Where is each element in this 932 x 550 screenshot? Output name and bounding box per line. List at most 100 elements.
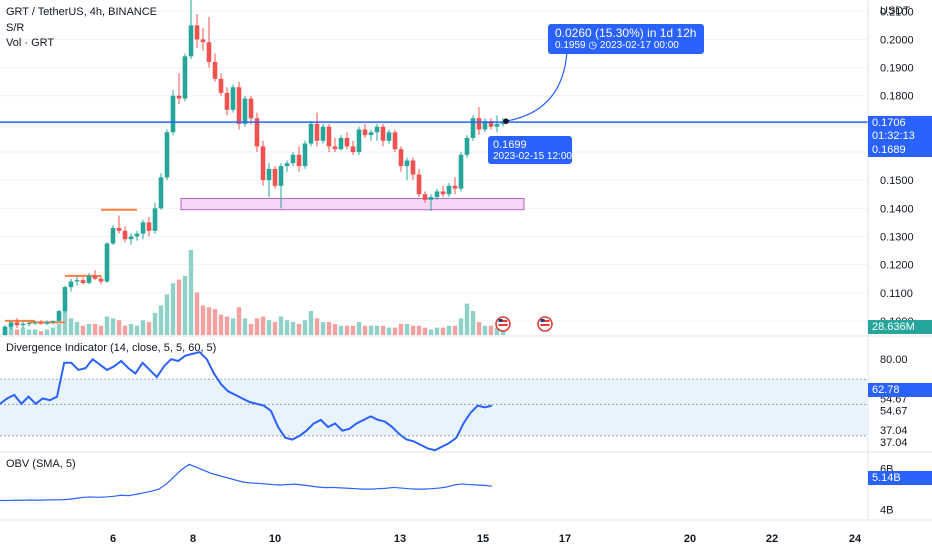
volume-bar <box>434 327 440 335</box>
time-axis-tick: 20 <box>684 533 696 545</box>
candle-body <box>26 323 32 325</box>
volume-bar <box>86 323 92 335</box>
volume-bar <box>32 329 38 335</box>
divergence-band <box>0 379 868 436</box>
projection-time: 2023-02-17 00:00 <box>599 40 679 51</box>
volume-bar <box>392 327 398 335</box>
volume-bar <box>296 323 302 335</box>
volume-bar <box>266 320 272 335</box>
price-axis-tick: 0.1900 <box>880 63 914 75</box>
volume-bar <box>362 325 368 335</box>
candle-body <box>434 191 440 198</box>
volume-bar <box>488 325 494 335</box>
volume-bar <box>218 314 224 335</box>
candle-body <box>146 222 152 231</box>
volume-bar <box>56 323 62 335</box>
volume-bar <box>284 320 290 335</box>
candle-body <box>212 61 218 79</box>
candle-body <box>350 146 356 153</box>
flag-stripe <box>540 320 550 322</box>
projection-callout[interactable]: 0.0260 (15.30%) in 1d 12h 0.1959 ◷ 2023-… <box>548 24 704 54</box>
volume-bar <box>476 322 482 335</box>
candle-body <box>2 326 8 335</box>
volume-bar <box>398 323 404 335</box>
volume-bar <box>338 325 344 335</box>
volume-bar <box>128 323 134 335</box>
candle-body <box>98 278 104 282</box>
time-axis-tick: 22 <box>766 533 778 545</box>
time-axis-tick: 10 <box>269 533 281 545</box>
candle-body <box>326 126 332 147</box>
volume-bar <box>188 250 194 335</box>
candle-body <box>392 132 398 150</box>
volume-bar <box>236 307 242 335</box>
volume-bar <box>50 327 56 335</box>
candle-body <box>332 146 338 150</box>
volume-bar <box>110 318 116 335</box>
volume-bar <box>8 325 14 335</box>
candle-body <box>56 311 62 321</box>
candle-body <box>50 320 56 323</box>
candle-body <box>176 95 182 99</box>
candle-body <box>458 154 464 189</box>
volume-bar <box>422 327 428 335</box>
volume-bar <box>380 325 386 335</box>
candle-body <box>320 126 326 141</box>
volume-bar <box>20 327 26 335</box>
volume-bar <box>14 329 20 335</box>
divergence-axis-tick: 80.00 <box>880 354 908 366</box>
volume-bar <box>224 316 230 335</box>
candle-body <box>338 137 344 150</box>
volume-bar <box>44 329 50 335</box>
volume-bar <box>278 316 284 335</box>
candle-body <box>20 323 26 326</box>
volume-bar <box>470 310 476 335</box>
candle-body <box>482 121 488 130</box>
volume-bar <box>212 309 218 335</box>
volume-bar <box>122 325 128 335</box>
candle-body <box>254 118 260 147</box>
line-price-label: 0.1689 <box>868 143 932 157</box>
candle-body <box>86 275 92 283</box>
candle-body <box>14 322 20 326</box>
candle-body <box>260 146 266 181</box>
candle-body <box>122 230 128 240</box>
symbol-title[interactable]: GRT / TetherUS, 4h, BINANCE <box>6 6 158 18</box>
candle-body <box>356 129 362 153</box>
price-axis-tick: 0.1200 <box>880 260 914 272</box>
volume-bar <box>242 318 248 335</box>
candle-body <box>314 123 320 141</box>
candle-body <box>446 185 452 195</box>
candle-body <box>32 322 38 324</box>
obv-pane-title[interactable]: OBV (SMA, 5) <box>6 458 76 470</box>
anchor-callout[interactable]: 0.1699 2023-02-15 12:00 <box>488 136 572 164</box>
us-event-icon <box>495 316 511 332</box>
indicator-volume-label[interactable]: Vol · GRT <box>6 37 55 49</box>
candle-body <box>470 118 476 138</box>
divergence-pane-title[interactable]: Divergence Indicator (14, close, 5, 5, 6… <box>6 342 217 354</box>
candle-body <box>374 126 380 133</box>
indicator-sr-label[interactable]: S/R <box>6 22 25 34</box>
candle-body <box>266 168 272 181</box>
flag-stripe <box>498 324 508 326</box>
volume-bar <box>104 316 110 335</box>
volume-bar <box>272 322 278 335</box>
candle-body <box>188 25 194 57</box>
volume-bar <box>464 303 470 335</box>
candle-body <box>8 322 14 327</box>
candle-body <box>200 39 206 43</box>
projection-price: 0.1959 <box>555 40 586 51</box>
projection-headline: 0.0260 (15.30%) in 1d 12h <box>555 26 697 40</box>
candle-body <box>494 123 500 127</box>
volume-bar <box>320 322 326 335</box>
candle-body <box>380 126 386 141</box>
candle-body <box>278 166 284 186</box>
candle-body <box>62 287 68 312</box>
candle-body <box>158 177 164 209</box>
price-axis-tick: 0.1100 <box>880 288 913 300</box>
time-axis-tick: 6 <box>110 533 116 545</box>
candle-body <box>164 132 170 178</box>
volume-bar <box>146 322 152 335</box>
candle-body <box>416 174 422 195</box>
